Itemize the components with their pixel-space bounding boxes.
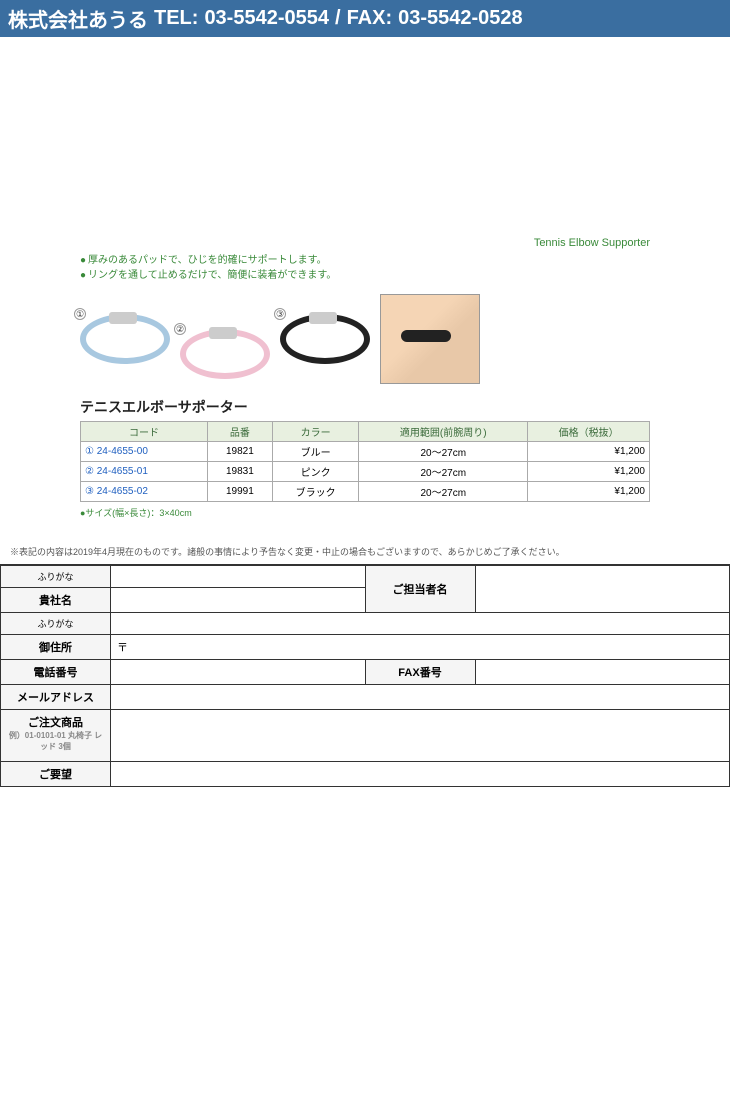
cell-item: 19821 [207,442,272,462]
furigana-company-input[interactable] [111,566,366,588]
email-label: メールアドレス [1,685,111,710]
cell-item: 19831 [207,462,272,482]
contact-label: ご担当者名 [365,566,475,613]
product-image-blue [80,314,170,364]
company-name: 株式会社あうる [8,4,148,33]
bullet-1: 厚みのあるパッドで、ひじを的確にサポートします。 [80,253,650,268]
bullet-2: リングを通して止めるだけで、簡便に装着ができます。 [80,268,650,283]
cell-range: 20～27cm [359,482,528,502]
spec-row: ② 24-4655-0119831ピンク20～27cm¥1,200 [81,462,650,482]
spec-row: ① 24-4655-0019821ブルー20～27cm¥1,200 [81,442,650,462]
cell-price: ¥1,200 [528,462,650,482]
email-input[interactable] [111,685,730,710]
usage-photo [380,294,480,384]
cell-range: 20～27cm [359,462,528,482]
cell-price: ¥1,200 [528,442,650,462]
tel-input[interactable] [111,660,366,685]
request-label: ご要望 [1,762,111,787]
order-example: 例）01-0101-01 丸椅子 レッド 3個 [7,730,104,752]
col-range: 適用範囲(前腕周り) [359,422,528,442]
product-english-caption: Tennis Elbow Supporter [80,237,650,249]
disclaimer-text: ※表記の内容は2019年4月現在のものです。諸般の事情により予告なく変更・中止の… [0,539,730,565]
spec-row: ③ 24-4655-0219991ブラック20～27cm¥1,200 [81,482,650,502]
image-marker-2: ② [174,323,186,335]
furigana-label-2: ふりがな [1,613,111,635]
product-images: ① ② ③ [80,289,650,389]
cell-color: ブラック [272,482,358,502]
cell-item: 19991 [207,482,272,502]
size-note: ●サイズ(幅×長さ)：3×40cm [80,506,650,519]
col-price: 価格（税抜） [528,422,650,442]
tel-form-label: 電話番号 [1,660,111,685]
furigana-address-input[interactable] [111,613,730,635]
product-title: テニスエルボーサポーター [80,397,650,417]
fax-form-label: FAX番号 [365,660,475,685]
col-color: カラー [272,422,358,442]
fax-label: FAX: [347,7,393,30]
image-marker-3: ③ [274,308,286,320]
order-input[interactable] [111,710,730,762]
feature-bullets: 厚みのあるパッドで、ひじを的確にサポートします。 リングを通して止めるだけで、簡… [80,253,650,283]
fax-input[interactable] [475,660,730,685]
spec-header-row: コード 品番 カラー 適用範囲(前腕周り) 価格（税抜） [81,422,650,442]
order-label: ご注文商品 例）01-0101-01 丸椅子 レッド 3個 [1,710,111,762]
spec-table: コード 品番 カラー 適用範囲(前腕周り) 価格（税抜） ① 24-4655-0… [80,421,650,502]
product-image-pink [180,329,270,379]
cell-color: ブルー [272,442,358,462]
image-marker-1: ① [74,308,86,320]
cell-color: ピンク [272,462,358,482]
company-label: 貴社名 [1,588,111,613]
product-section: Tennis Elbow Supporter 厚みのあるパッドで、ひじを的確にサ… [0,37,730,539]
cell-code[interactable]: ③ 24-4655-02 [81,482,208,502]
order-form: ふりがな ご担当者名 貴社名 ふりがな 御住所 電話番号 FAX番号 メールアド… [0,565,730,787]
product-image-black [280,314,370,364]
cell-price: ¥1,200 [528,482,650,502]
col-code: コード [81,422,208,442]
tel-number: 03-5542-0554 [204,7,329,30]
cell-range: 20～27cm [359,442,528,462]
separator: / [335,7,341,30]
col-item: 品番 [207,422,272,442]
cell-code[interactable]: ① 24-4655-00 [81,442,208,462]
furigana-label-1: ふりがな [1,566,111,588]
tel-label: TEL: [154,7,198,30]
cell-code[interactable]: ② 24-4655-01 [81,462,208,482]
address-input[interactable] [111,635,730,660]
contact-input[interactable] [475,566,730,613]
fax-number: 03-5542-0528 [398,7,523,30]
request-input[interactable] [111,762,730,787]
order-label-text: ご注文商品 [7,714,104,730]
address-label: 御住所 [1,635,111,660]
header-bar: 株式会社あうる TEL: 03-5542-0554 / FAX: 03-5542… [0,0,730,37]
company-input[interactable] [111,588,366,613]
